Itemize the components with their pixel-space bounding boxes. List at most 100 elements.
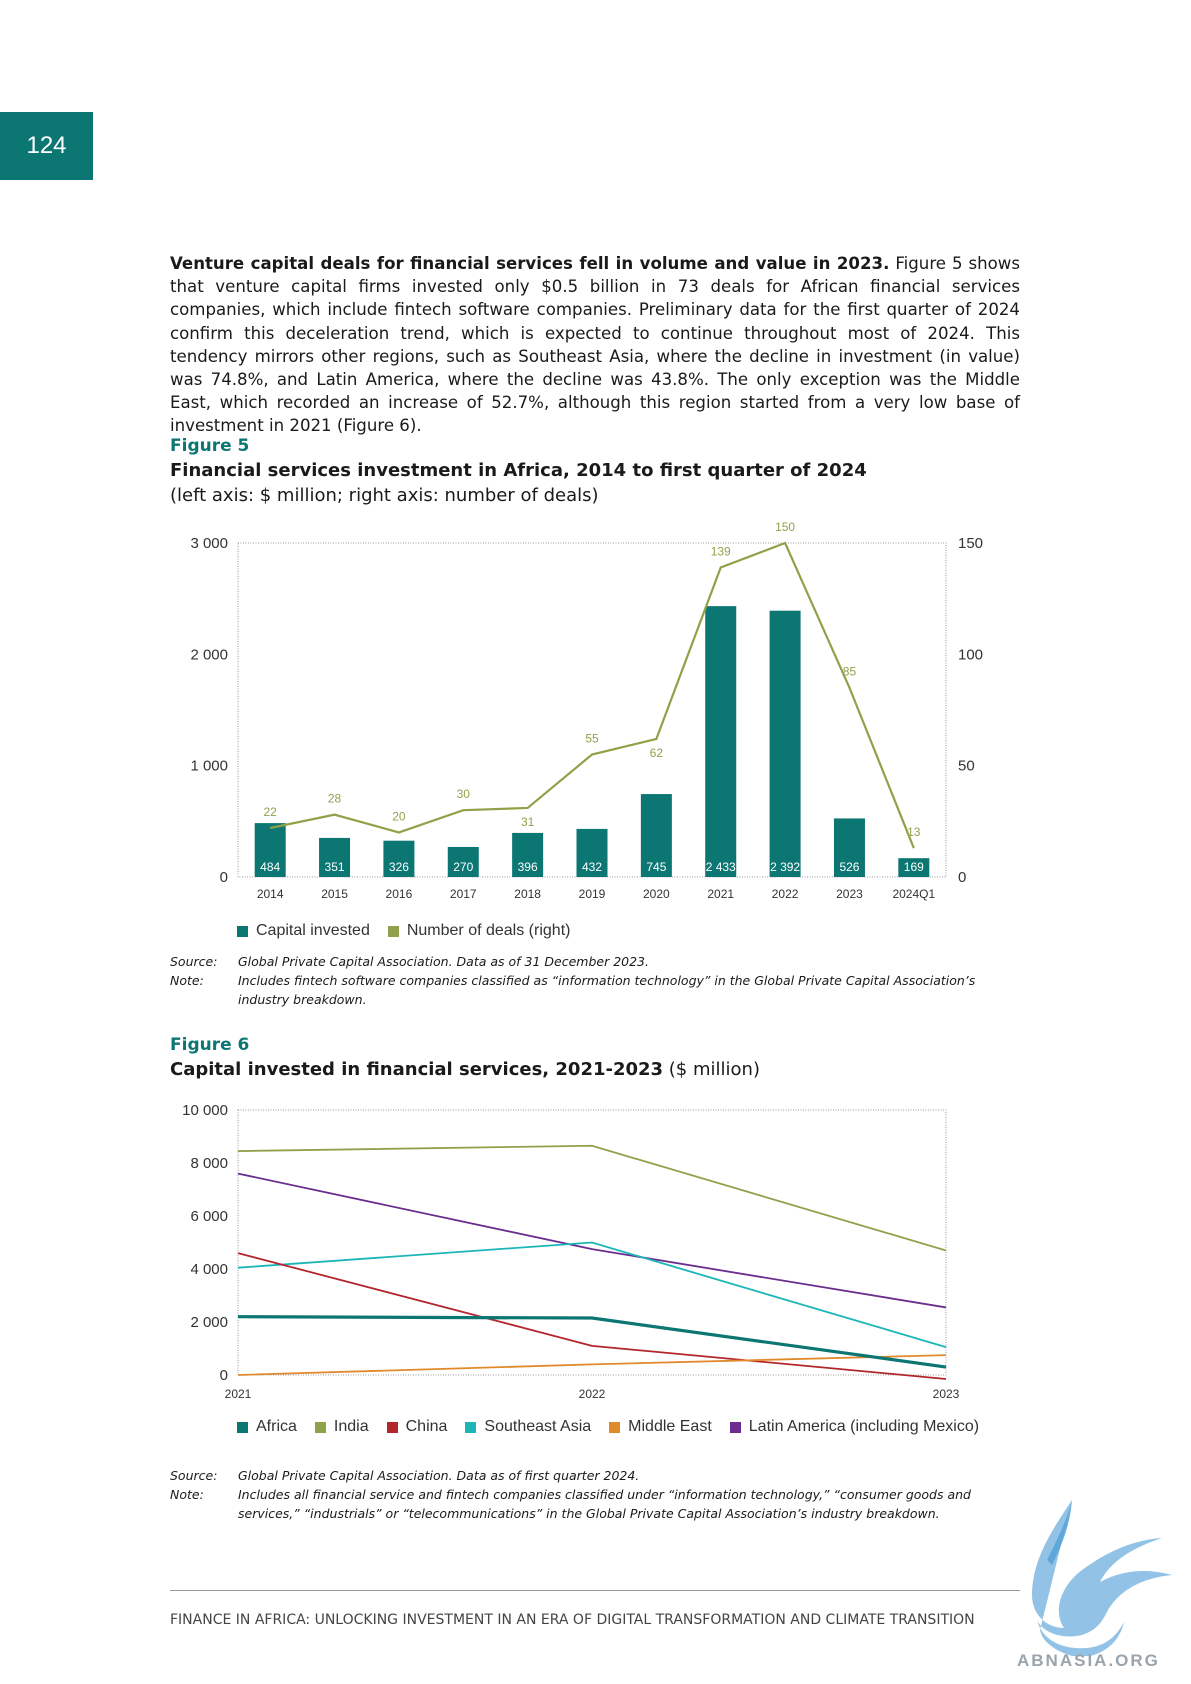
bar-capital-2023: [833, 818, 865, 877]
line-latin-america-including-mexico-: [237, 1172, 947, 1309]
y-left-tick: 1 000: [190, 758, 228, 775]
bar-label-2014: 484: [260, 860, 280, 874]
footer-rule: [170, 1590, 1020, 1591]
deals-label-2020: 62: [650, 746, 664, 760]
bar-capital-2020: [640, 794, 672, 877]
x-tick-2023: 2023: [836, 887, 863, 901]
y-right-tick: 50: [958, 758, 975, 775]
deals-label-2023: 85: [843, 665, 857, 679]
bar-capital-2022: [769, 610, 801, 877]
fig5-source-key: Source:: [170, 954, 218, 969]
figure5-label: Figure 5: [170, 436, 250, 456]
legend-item-deals: Number of deals (right): [387, 922, 571, 940]
legend-item-middle-east: Middle East: [609, 1418, 712, 1436]
legend-swatch: [237, 1421, 248, 1433]
legend-label: Africa: [256, 1418, 297, 1435]
fig6-x-tick-2023: 2023: [933, 1387, 960, 1401]
fig5-note: Includes fintech software companies clas…: [238, 973, 976, 1007]
figure6-title-wrap: Capital invested in financial services, …: [170, 1059, 760, 1080]
legend-item-india: India: [314, 1418, 369, 1436]
bar-label-2023: 526: [839, 860, 859, 874]
fig6-y-tick: 2 000: [190, 1314, 228, 1331]
paragraph-body: Figure 5 shows that venture capital firm…: [170, 254, 1020, 436]
bar-capital-2017: [447, 846, 479, 877]
legend-item-china: China: [386, 1418, 447, 1436]
legend-swatch: [386, 1421, 398, 1433]
legend-item-southeast-asia: Southeast Asia: [465, 1418, 591, 1436]
bar-capital-2015: [319, 837, 351, 877]
figure5-notes: Source: Global Private Capital Associatio…: [170, 952, 1030, 1009]
fig5-source: Global Private Capital Association. Data…: [238, 954, 649, 969]
bar-label-2024Q1: 169: [904, 860, 924, 874]
bar-capital-2014: [254, 823, 286, 877]
bar-capital-2019: [576, 828, 608, 877]
fig6-x-tick-2021: 2021: [225, 1387, 252, 1401]
figure6-chart: 0 2 000 4 000 6 000 8 000 10 000 2021 2022 2023: [182, 1102, 960, 1401]
bar-label-2016: 326: [389, 860, 409, 874]
page-footer: FINANCE IN AFRICA: UNLOCKING INVESTMENT …: [170, 1612, 975, 1628]
deals-label-2021: 139: [711, 544, 731, 558]
y-right-tick: 100: [958, 646, 983, 663]
legend-swatch: [609, 1421, 621, 1433]
paragraph-lead: Venture capital deals for financial serv…: [170, 254, 890, 273]
line-deals: [269, 541, 915, 849]
deals-label-2015: 28: [328, 792, 342, 806]
figure6-label: Figure 6: [170, 1035, 250, 1055]
deals-label-2014: 22: [264, 805, 278, 819]
deals-label-2022: 150: [775, 520, 795, 534]
fig6-source-key: Source:: [170, 1468, 218, 1483]
legend-swatch: [465, 1421, 477, 1433]
bar-label-2020: 745: [646, 860, 666, 874]
fig6-y-tick: 10 000: [182, 1102, 228, 1119]
line-china: [237, 1252, 947, 1380]
fig6-note-key: Note:: [170, 1487, 204, 1502]
legend-label-deals: Number of deals (right): [406, 922, 571, 939]
legend-item-capital: Capital invested: [237, 922, 370, 940]
legend-label: Middle East: [628, 1418, 712, 1435]
x-tick-2024Q1: 2024Q1: [892, 887, 935, 901]
legend-swatch: [314, 1421, 326, 1433]
fig6-note: Includes all financial service and finte…: [238, 1487, 971, 1521]
x-tick-2017: 2017: [450, 887, 477, 901]
bar-label-2019: 432: [582, 860, 602, 874]
x-tick-2019: 2019: [579, 887, 606, 901]
page-number: 124: [0, 112, 93, 180]
legend-label: Southeast Asia: [484, 1418, 592, 1435]
y-right-tick: 0: [958, 869, 966, 886]
figure5-title: Financial services investment in Africa,…: [170, 460, 867, 481]
fig6-x-tick-2022: 2022: [579, 1387, 606, 1401]
bar-capital-2018: [512, 832, 544, 877]
fig6-source: Global Private Capital Association. Data…: [238, 1468, 640, 1483]
line-middle-east: [237, 1354, 947, 1376]
x-tick-2018: 2018: [514, 887, 541, 901]
figure6-legend: Africa India China Southeast Asia Middle Eas…: [237, 1418, 979, 1436]
fig6-y-tick: 4 000: [190, 1261, 228, 1278]
figure6-title-unit: ($ million): [663, 1059, 760, 1080]
legend-label: India: [333, 1418, 369, 1435]
bar-label-2021: 2 433: [706, 860, 736, 874]
legend-item-africa: Africa: [237, 1418, 297, 1436]
deals-label-2017: 30: [457, 787, 471, 801]
fig6-y-tick: 6 000: [190, 1208, 228, 1225]
legend-swatch: [729, 1421, 741, 1433]
legend-item-latin-america-including-mexico-: Latin America (including Mexico): [729, 1418, 979, 1436]
bar-label-2017: 270: [453, 860, 473, 874]
x-tick-2016: 2016: [386, 887, 413, 901]
fig6-y-tick: 0: [220, 1367, 228, 1384]
deals-label-2018: 31: [521, 815, 535, 829]
body-paragraph: Venture capital deals for financial serv…: [170, 252, 1020, 438]
figure5-chart: 484 351 326 270 396 432 745 2 433 2 392 526 169 22…: [190, 520, 983, 901]
x-tick-2021: 2021: [707, 887, 734, 901]
fig6-y-tick: 8 000: [190, 1155, 228, 1172]
abnasia-watermark-logo: ABNASIA.ORG: [1017, 1500, 1172, 1670]
legend-swatch-deals: [387, 925, 399, 937]
fig6-plot-frame: [237, 1109, 947, 1376]
x-tick-2020: 2020: [643, 887, 670, 901]
legend-swatch-capital: [237, 925, 248, 937]
legend-label-capital: Capital invested: [256, 922, 370, 939]
bar-capital-2024Q1: [898, 858, 930, 877]
deals-label-2024Q1: 13: [907, 825, 921, 839]
x-tick-2022: 2022: [772, 887, 799, 901]
bar-capital-2016: [383, 840, 415, 877]
watermark-text: ABNASIA.ORG: [1017, 1651, 1160, 1670]
